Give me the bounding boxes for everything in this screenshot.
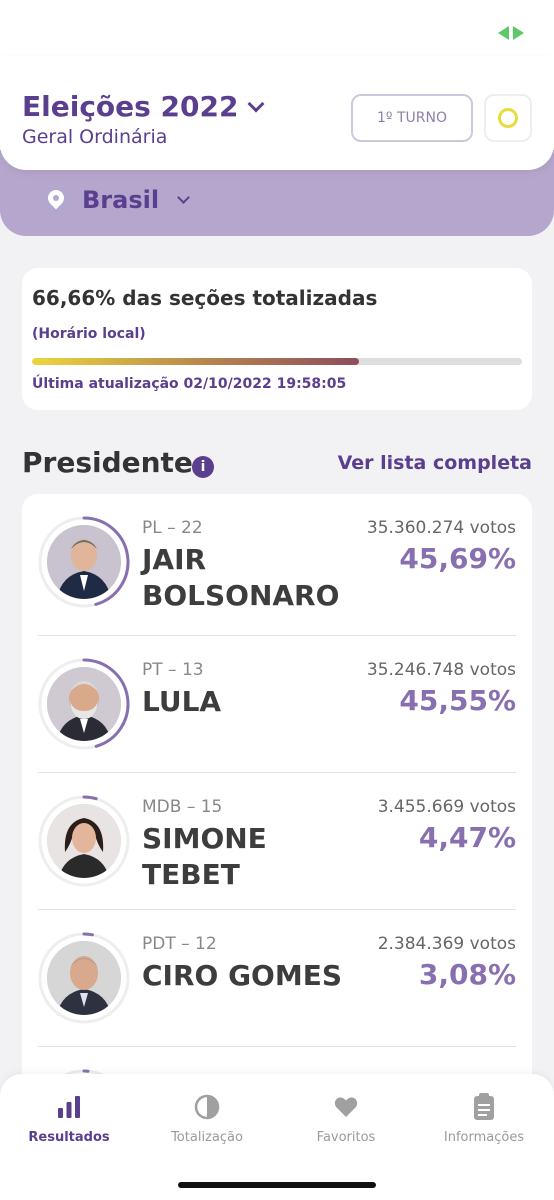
candidate-row[interactable] — [22, 1047, 532, 1114]
totalization-progress-bar — [32, 358, 522, 365]
candidate-avatar — [38, 516, 130, 608]
vote-share-ring — [38, 932, 130, 1024]
chevron-down-icon — [247, 95, 265, 113]
candidate-votes: 2.384.369 votos — [377, 934, 516, 954]
vote-share-arc — [82, 658, 130, 748]
candidate-avatar — [38, 932, 130, 1024]
section-title: Presidente — [22, 446, 193, 479]
location-name: Brasil — [82, 186, 160, 214]
chevron-down-icon — [177, 190, 190, 204]
nav-label: Favoritos — [316, 1130, 376, 1145]
candidate-photo — [47, 941, 121, 1015]
vote-share-ring — [38, 658, 130, 750]
vote-share-ring — [38, 795, 130, 887]
divider — [38, 772, 516, 773]
candidate-photo — [47, 804, 121, 878]
status-indicator-icon — [498, 26, 524, 40]
candidate-name: JAIR BOLSONARO — [142, 543, 340, 612]
candidate-photo — [47, 667, 121, 741]
candidate-percent: 45,69% — [399, 542, 516, 575]
candidate-name: CIRO GOMES — [142, 959, 343, 992]
candidate-avatar — [38, 795, 130, 887]
location-selector[interactable]: Brasil — [44, 186, 190, 214]
candidate-row[interactable]: PL – 22 JAIR BOLSONARO 35.360.274 votos … — [22, 494, 532, 636]
nav-favorites[interactable]: Favoritos — [286, 1092, 406, 1145]
candidates-list: PL – 22 JAIR BOLSONARO 35.360.274 votos … — [22, 494, 532, 1114]
divider — [38, 635, 516, 636]
vote-share-arc — [82, 932, 94, 937]
nav-label: Resultados — [28, 1130, 110, 1145]
last-update: Última atualização 02/10/2022 19:58:05 — [32, 376, 347, 392]
app-header: Eleições 2022 Geral Ordinária 1º TURNO — [0, 56, 554, 170]
candidate-votes: 3.455.669 votos — [377, 797, 516, 817]
refresh-status-icon — [498, 108, 518, 128]
nav-label: Totalização — [171, 1130, 243, 1145]
candidate-avatar — [38, 658, 130, 750]
candidate-votes: 35.360.274 votos — [366, 518, 516, 538]
bar-chart-icon — [9, 1092, 129, 1122]
vote-share-arc — [82, 795, 98, 801]
divider — [38, 1046, 516, 1047]
turn-button[interactable]: 1º TURNO — [351, 94, 473, 142]
candidate-avatar — [38, 1069, 130, 1114]
local-time-note: (Horário local) — [32, 326, 146, 342]
totalization-title: 66,66% das seções totalizadas — [32, 286, 378, 310]
election-subtitle: Geral Ordinária — [22, 126, 168, 148]
candidate-percent: 45,55% — [399, 684, 516, 717]
nav-results[interactable]: Resultados — [9, 1092, 129, 1145]
bottom-navigation: Resultados Totalização Favoritos Informa… — [0, 1074, 554, 1200]
election-selector[interactable]: Eleições 2022 — [22, 90, 265, 123]
half-circle-icon — [147, 1092, 267, 1122]
candidate-percent: 3,08% — [418, 958, 516, 991]
candidate-row[interactable]: PT – 13 LULA 35.246.748 votos 45,55% — [22, 636, 532, 773]
home-indicator — [178, 1182, 376, 1188]
info-icon[interactable]: i — [192, 456, 214, 478]
see-full-list-link[interactable]: Ver lista completa — [337, 452, 532, 474]
location-pin-icon — [44, 186, 68, 210]
candidate-row[interactable]: PDT – 12 CIRO GOMES 2.384.369 votos 3,08… — [22, 910, 532, 1047]
candidate-name: SIMONE TEBET — [142, 822, 267, 891]
election-title: Eleições 2022 — [22, 90, 239, 123]
candidate-party: PT – 13 — [142, 660, 204, 680]
progress-fill — [32, 358, 359, 365]
heart-icon — [286, 1092, 406, 1122]
divider — [38, 909, 516, 910]
candidate-percent: 4,47% — [418, 821, 516, 854]
refresh-button[interactable] — [484, 94, 532, 142]
candidate-photo — [47, 525, 121, 599]
totalization-card: 66,66% das seções totalizadas (Horário l… — [22, 268, 532, 410]
nav-totalization[interactable]: Totalização — [147, 1092, 267, 1145]
candidate-party: PDT – 12 — [142, 934, 217, 954]
candidate-row[interactable]: MDB – 15 SIMONE TEBET 3.455.669 votos 4,… — [22, 773, 532, 910]
status-bar — [0, 0, 554, 60]
vote-share-ring — [38, 516, 130, 608]
candidate-party: MDB – 15 — [142, 797, 223, 817]
candidate-name: LULA — [142, 685, 222, 718]
candidate-party: PL – 22 — [142, 518, 203, 538]
vote-share-arc — [82, 516, 130, 606]
nav-information[interactable]: Informações — [424, 1092, 544, 1145]
candidate-votes: 35.246.748 votos — [366, 660, 516, 680]
clipboard-icon — [424, 1092, 544, 1122]
nav-label: Informações — [443, 1130, 525, 1145]
